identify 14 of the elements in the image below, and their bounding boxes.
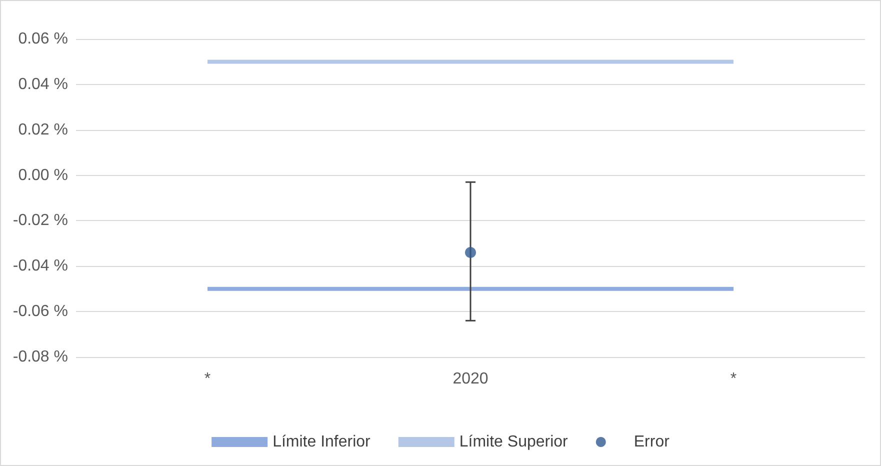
x-tick-label: * <box>204 370 211 388</box>
y-tick-label: -0.08 % <box>12 348 68 366</box>
y-tick-label: 0.04 % <box>18 76 68 93</box>
y-tick-label: -0.02 % <box>12 212 68 230</box>
x-tick-label: * <box>730 370 737 388</box>
y-tick-label: -0.06 % <box>12 303 68 320</box>
y-tick-label: 0.00 % <box>18 166 68 184</box>
legend-label: Límite Superior <box>459 434 569 450</box>
x-tick-label: 2020 <box>452 370 488 388</box>
legend-label: Límite Inferior <box>272 434 372 450</box>
y-tick-label: 0.02 % <box>18 121 68 138</box>
y-tick-label: 0.06 % <box>18 30 68 48</box>
legend-label: Error <box>634 434 670 450</box>
y-tick-label: -0.04 % <box>12 258 68 275</box>
